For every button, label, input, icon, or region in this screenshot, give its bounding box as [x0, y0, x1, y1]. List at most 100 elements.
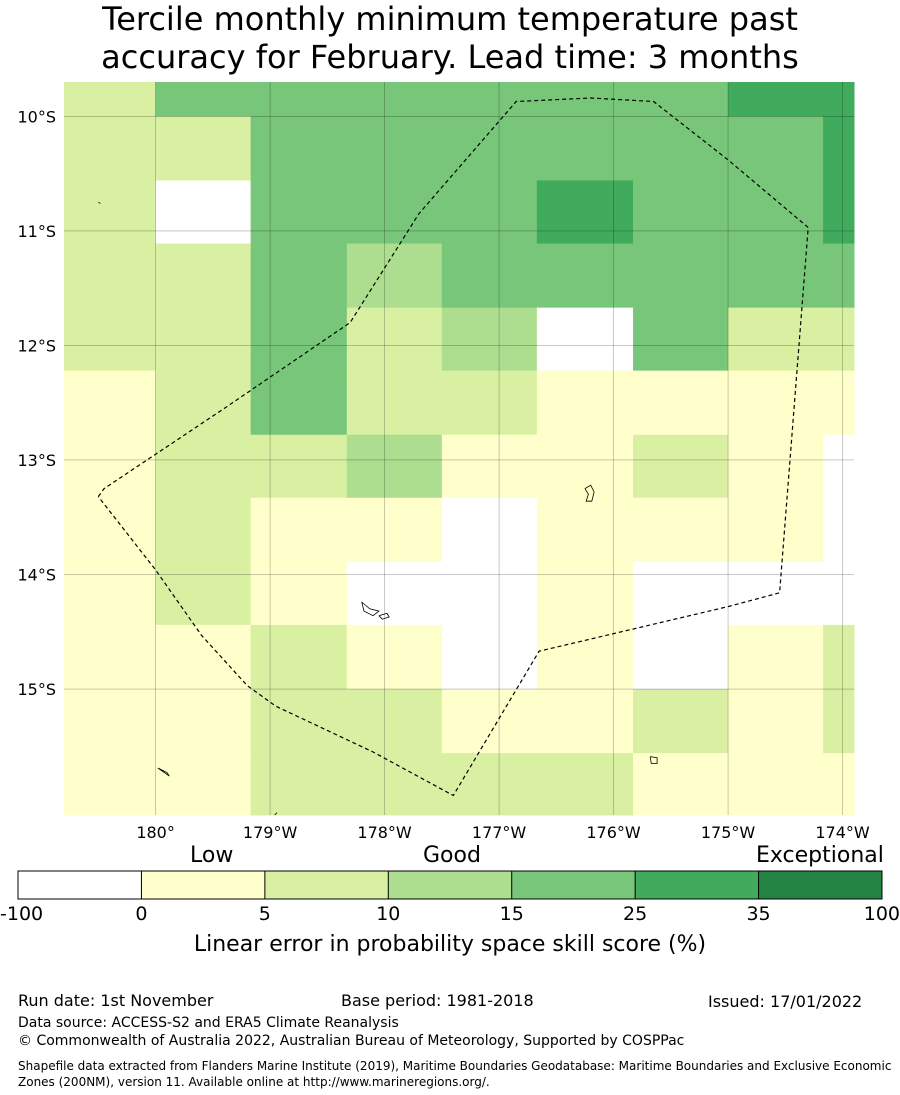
grid-cell: [536, 497, 634, 563]
data-source: Data source: ACCESS-S2 and ERA5 Climate …: [18, 1015, 399, 1031]
grid-cell: [536, 753, 634, 816]
grid-cell: [346, 497, 443, 563]
longitude-tick-label: 180°: [136, 823, 175, 842]
latitude-tick-label: 12°S: [17, 336, 56, 355]
grid-cell: [633, 307, 729, 372]
grid-cell: [346, 689, 443, 754]
grid-cell: [250, 370, 348, 436]
grid-cell: [250, 116, 348, 181]
colorbar-word-exceptional: Exceptional: [756, 843, 884, 868]
colorbar-word-low: Low: [190, 843, 234, 868]
grid-cell: [536, 370, 634, 436]
island-outline: [157, 767, 170, 777]
grid-cell: [823, 307, 855, 372]
grid-cell: [536, 180, 634, 244]
grid-cell: [441, 243, 538, 309]
colorbar-tick-label: 100: [864, 903, 900, 925]
colorbar-swatch: [388, 871, 512, 899]
run-date: Run date: 1st November: [18, 991, 214, 1010]
longitude-tick-label: 177°W: [472, 823, 527, 842]
grid-cell: [250, 753, 348, 816]
grid-cell: [823, 180, 855, 244]
latitude-tick-label: 13°S: [17, 451, 56, 470]
grid-cell: [155, 497, 252, 563]
grid-cell: [250, 82, 348, 117]
grid-cell: [64, 82, 157, 117]
grid-cell: [64, 243, 157, 309]
map-gridlines: [64, 82, 854, 815]
grid-cell: [346, 82, 443, 117]
grid-cell: [728, 753, 824, 816]
grid-cell: [728, 497, 824, 563]
grid-cell: [536, 307, 634, 372]
grid-cell: [633, 370, 729, 436]
grid-cell: [441, 753, 538, 816]
grid-cell: [64, 307, 157, 372]
grid-cell: [728, 370, 824, 436]
grid-cell: [155, 561, 252, 626]
grid-cell: [441, 624, 538, 690]
colorbar-tick-label: 35: [746, 903, 770, 925]
grid-cell: [250, 434, 348, 499]
map-axis-labels: 180° 179°W 178°W 177°W 176°W 175°W 174°W 10°S 11…: [17, 107, 869, 842]
grid-cell: [441, 689, 538, 754]
grid-cell: [728, 307, 824, 372]
grid-cell: [250, 243, 348, 309]
colorbar-swatch: [511, 871, 636, 899]
grid-cell: [728, 116, 824, 181]
colorbar-swatch: [18, 871, 142, 899]
grid-cell: [633, 624, 729, 690]
grid-cell: [633, 689, 729, 754]
colorbar-tick-label: -100: [0, 903, 43, 925]
grid-cell: [155, 116, 252, 181]
grid-cell: [155, 753, 252, 816]
grid-cell: [250, 624, 348, 690]
grid-cell: [728, 689, 824, 754]
grid-cell: [633, 82, 729, 117]
grid-cell: [728, 434, 824, 499]
grid-cell: [346, 180, 443, 244]
grid-cell: [155, 307, 252, 372]
colorbar-swatch: [758, 871, 882, 899]
title-line-2: accuracy for February. Lead time: 3 mont…: [101, 38, 799, 76]
chart-title: Tercile monthly minimum temperature past…: [0, 0, 900, 76]
island-outline: [98, 201, 101, 204]
grid-cell: [633, 243, 729, 309]
grid-cell: [536, 689, 634, 754]
grid-cell: [346, 243, 443, 309]
grid-cell: [346, 561, 443, 626]
grid-cell: [155, 434, 252, 499]
grid-cell: [823, 116, 855, 181]
grid-cell: [441, 307, 538, 372]
latitude-tick-label: 11°S: [17, 222, 56, 241]
longitude-tick-label: 176°W: [586, 823, 641, 842]
latitude-tick-label: 10°S: [17, 107, 56, 126]
latitude-tick-label: 14°S: [17, 565, 56, 584]
grid-cell: [441, 561, 538, 626]
grid-cell: [728, 624, 824, 690]
grid-cell: [536, 243, 634, 309]
grid-cell: [250, 180, 348, 244]
grid-cell: [823, 624, 855, 690]
grid-cell: [346, 753, 443, 816]
grid-cell: [823, 243, 855, 309]
grid-cell: [346, 307, 443, 372]
grid-cell: [633, 561, 729, 626]
colorbar-swatch: [635, 871, 759, 899]
grid-cell: [536, 624, 634, 690]
grid-cell: [823, 434, 855, 499]
grid-cell: [536, 116, 634, 181]
grid-cell: [155, 370, 252, 436]
grid-cell: [64, 180, 157, 244]
island-outline: [361, 601, 380, 617]
title-line-1: Tercile monthly minimum temperature past: [102, 0, 798, 38]
grid-cell: [633, 180, 729, 244]
skill-grid-cells: [64, 82, 855, 816]
grid-cell: [64, 434, 157, 499]
grid-cell: [64, 689, 157, 754]
grid-cell: [633, 434, 729, 499]
colorbar-swatch: [141, 871, 265, 899]
grid-cell: [64, 116, 157, 181]
grid-cell: [441, 370, 538, 436]
